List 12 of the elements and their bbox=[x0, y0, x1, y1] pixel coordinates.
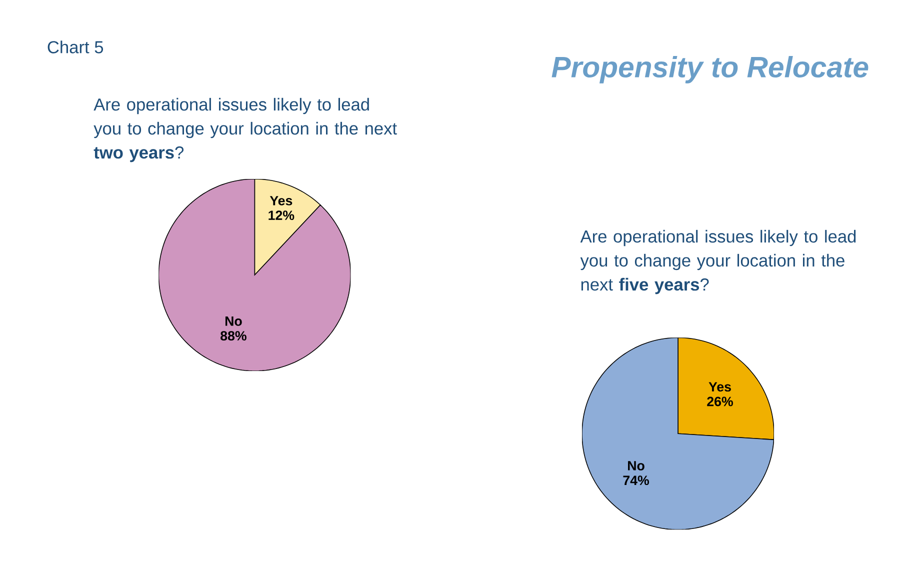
data-label: 74% bbox=[623, 476, 649, 486]
slice-label: No bbox=[628, 461, 644, 470]
slice-label: No bbox=[225, 316, 242, 326]
chart-subtitle: Are operational issues likely to lead you to change your location in the next five years? bbox=[580, 230, 856, 294]
chart-subtitle: Are operational issues likely to lead you to change your location in the next two years? bbox=[94, 98, 397, 162]
data-label: 12% bbox=[268, 210, 294, 220]
slice-label: Yes bbox=[270, 196, 292, 206]
data-label: 26% bbox=[707, 396, 733, 406]
caption: Chart 5 bbox=[48, 40, 104, 54]
data-label: 88% bbox=[220, 331, 246, 341]
text: Propensity to Relocate bbox=[552, 56, 868, 84]
slice-label: Yes bbox=[708, 382, 731, 392]
